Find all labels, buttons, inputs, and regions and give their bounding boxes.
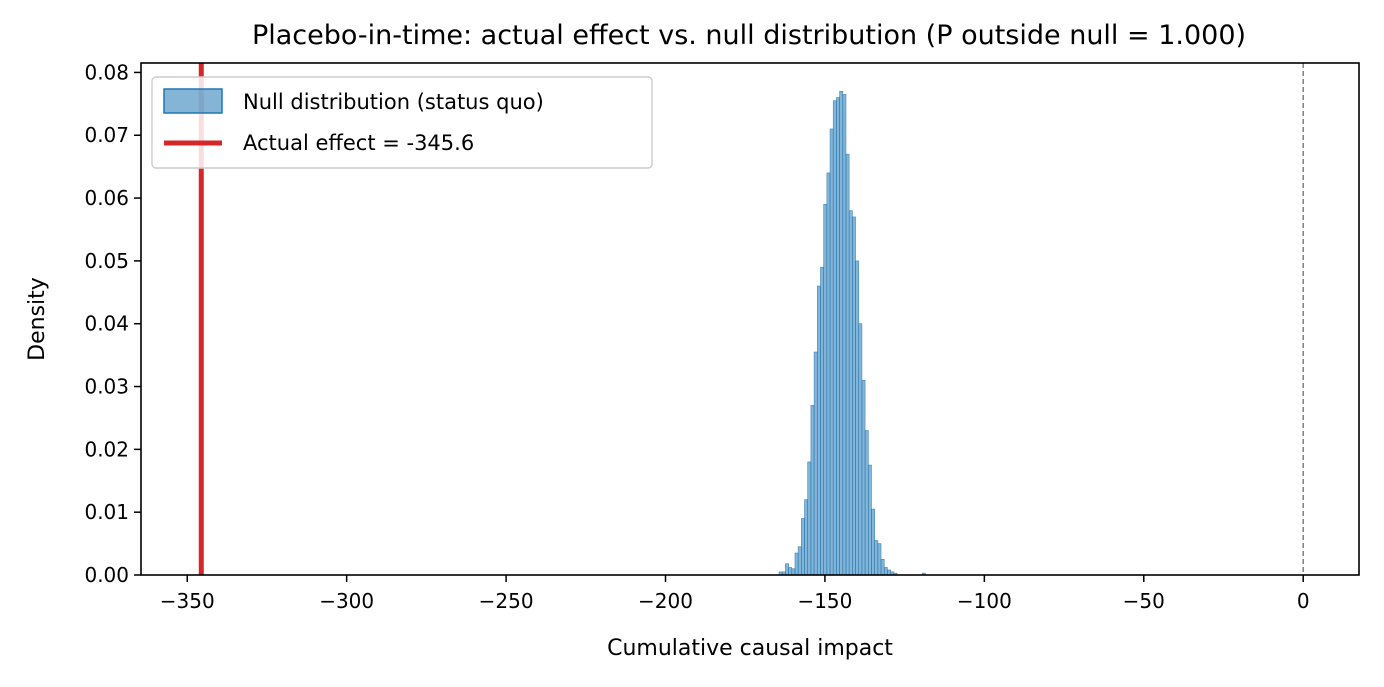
legend-actual-label: Actual effect = -345.6 xyxy=(243,131,474,155)
histogram-bar xyxy=(791,568,796,576)
y-tick-label: 0.05 xyxy=(84,249,129,273)
x-tick-label: 0 xyxy=(1297,589,1310,613)
legend-null-label: Null distribution (status quo) xyxy=(243,90,544,114)
histogram-bar xyxy=(874,540,879,576)
y-tick-label: 0.00 xyxy=(84,563,129,587)
histogram-bar xyxy=(804,499,809,576)
histogram-bar xyxy=(861,379,866,576)
histogram-bar xyxy=(807,461,812,576)
y-axis-label: Density xyxy=(25,277,50,361)
histogram-bar xyxy=(785,563,789,576)
histogram-bar xyxy=(877,543,882,576)
histogram-bar xyxy=(832,100,837,576)
y-tick-label: 0.03 xyxy=(84,375,129,399)
histogram-bar xyxy=(794,552,799,576)
x-tick-label: −250 xyxy=(479,589,534,613)
y-tick-label: 0.04 xyxy=(84,312,129,336)
legend-null-swatch xyxy=(163,88,223,114)
histogram-bar xyxy=(829,128,834,576)
x-tick-label: −350 xyxy=(160,589,215,613)
x-tick-label: −300 xyxy=(319,589,374,613)
x-tick-label: −200 xyxy=(638,589,693,613)
y-tick-label: 0.02 xyxy=(84,437,129,461)
x-tick-label: −150 xyxy=(797,589,852,613)
histogram-bar xyxy=(801,518,805,576)
x-tick-label: −50 xyxy=(1123,589,1165,613)
histogram-bar xyxy=(845,153,850,576)
histogram-bar xyxy=(871,508,875,576)
histogram-bar xyxy=(848,210,853,576)
x-axis-ticks: −350 −300 −250 −200 −150 −100 −50 0 xyxy=(160,575,1310,613)
histogram-bar xyxy=(855,260,860,576)
legend-box xyxy=(151,76,653,169)
y-tick-label: 0.07 xyxy=(84,123,129,147)
y-tick-label: 0.08 xyxy=(84,60,129,84)
histogram-bar xyxy=(839,90,844,576)
x-tick-label: −100 xyxy=(957,589,1012,613)
histogram-bar xyxy=(836,97,840,576)
histogram-bar xyxy=(867,464,872,576)
y-axis-ticks: 0.00 0.01 0.02 0.03 0.04 0.05 0.06 0.07 0.08 xyxy=(84,60,141,587)
plot-frame xyxy=(140,62,1360,576)
histogram-bar xyxy=(797,546,802,576)
histogram-bar xyxy=(810,405,815,576)
histogram-bar xyxy=(883,567,888,576)
histogram-bar xyxy=(816,285,821,576)
histogram-bar xyxy=(852,216,856,576)
histogram-bar xyxy=(788,567,793,576)
histogram-bar xyxy=(820,266,824,576)
histogram-bar xyxy=(823,204,828,576)
histogram-bar xyxy=(813,351,818,576)
histogram-bar xyxy=(880,558,885,576)
legend: Null distribution (status quo) Actual ef… xyxy=(151,76,653,169)
y-tick-label: 0.01 xyxy=(84,500,129,524)
histogram-bar xyxy=(864,430,869,576)
histogram-bar xyxy=(842,94,847,576)
histogram-bar xyxy=(858,323,863,576)
histogram-bar xyxy=(826,172,831,576)
x-axis-label: Cumulative causal impact xyxy=(607,636,893,661)
chart-title: Placebo-in-time: actual effect vs. null … xyxy=(252,20,1246,51)
y-tick-label: 0.06 xyxy=(84,186,129,210)
